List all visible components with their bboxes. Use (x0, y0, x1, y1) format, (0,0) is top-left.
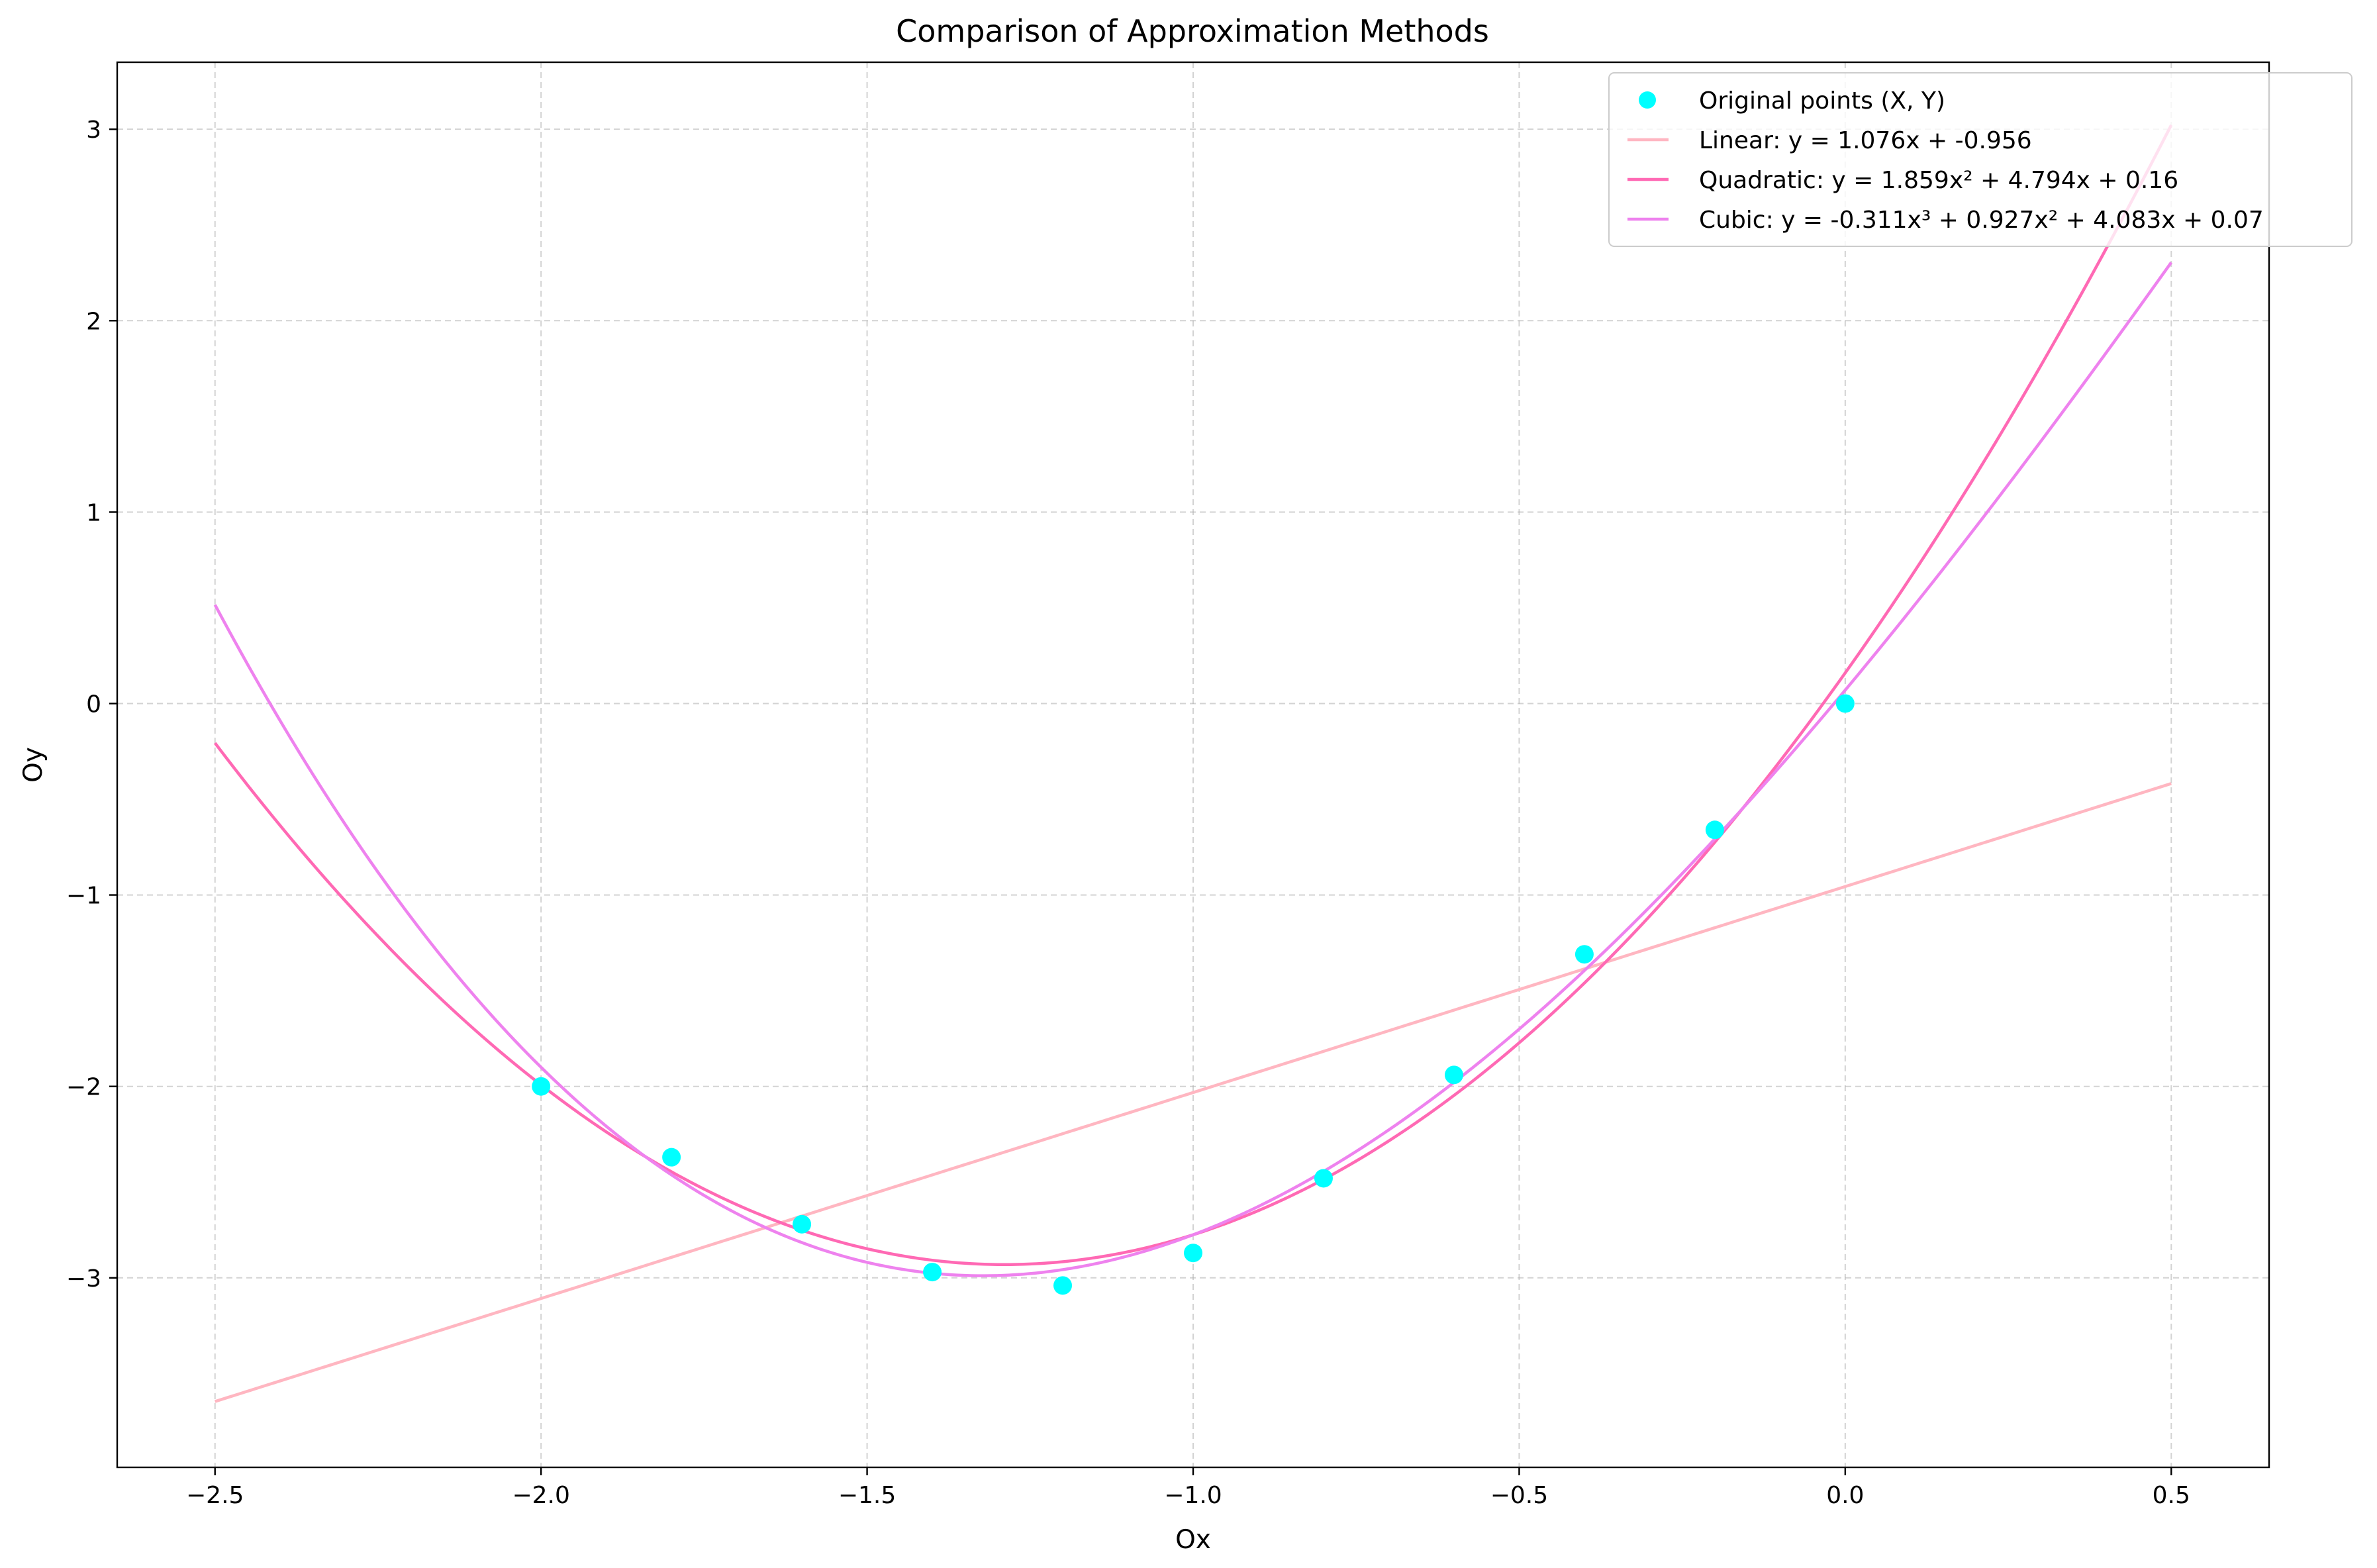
x-tick-label: −0.5 (1490, 1482, 1548, 1509)
x-tick-label: −1.0 (1164, 1482, 1222, 1509)
y-tick-label: −3 (66, 1265, 101, 1293)
x-tick-label: −2.0 (512, 1482, 569, 1509)
data-point (1184, 1244, 1202, 1263)
x-tick-label: 0.5 (2153, 1482, 2190, 1509)
data-point (1053, 1276, 1073, 1295)
data-point (1705, 820, 1724, 840)
axis-ticks: −2.5 −2.0 −1.5 −1.0 −0.5 0.0 0.5 −3 −2 −1 0 1 2 3 (66, 117, 2190, 1509)
grid (117, 62, 2269, 1467)
data-point (662, 1148, 681, 1167)
y-tick-label: 2 (86, 308, 101, 335)
x-tick-label: 0.0 (1826, 1482, 1864, 1509)
x-tick-label: −1.5 (838, 1482, 896, 1509)
cubic-fit-line (213, 261, 2173, 1277)
y-tick-label: 0 (86, 691, 101, 718)
y-tick-label: −2 (66, 1074, 101, 1101)
y-axis-label: Oy (19, 747, 48, 783)
legend-label-quadratic: Quadratic: y = 1.859x² + 4.794x + 0.16 (1699, 167, 2178, 194)
data-point (532, 1077, 551, 1096)
data-point (923, 1263, 942, 1282)
legend: Original points (X, Y) Linear: y = 1.076x… (1608, 72, 2353, 247)
data-point (1444, 1065, 1463, 1085)
scatter-points (532, 694, 1855, 1295)
legend-box (1608, 72, 2353, 247)
legend-label-points: Original points (X, Y) (1699, 87, 1945, 115)
y-tick-label: 3 (86, 117, 101, 144)
legend-label-cubic: Cubic: y = -0.311x³ + 0.927x² + 4.083x +… (1699, 207, 2264, 234)
x-tick-label: −2.5 (186, 1482, 244, 1509)
legend-label-linear: Linear: y = 1.076x + -0.956 (1699, 127, 2032, 154)
y-tick-label: 1 (86, 499, 101, 526)
data-point (1835, 694, 1855, 713)
linear-fit-line (215, 782, 2172, 1403)
data-point (793, 1214, 812, 1234)
chart-title: Comparison of Approximation Methods (896, 13, 1489, 49)
data-point (1575, 945, 1594, 964)
x-axis-label: Ox (1175, 1525, 1211, 1555)
data-point (1314, 1169, 1333, 1188)
legend-marker-points (1639, 91, 1656, 109)
y-tick-label: −1 (66, 883, 101, 910)
